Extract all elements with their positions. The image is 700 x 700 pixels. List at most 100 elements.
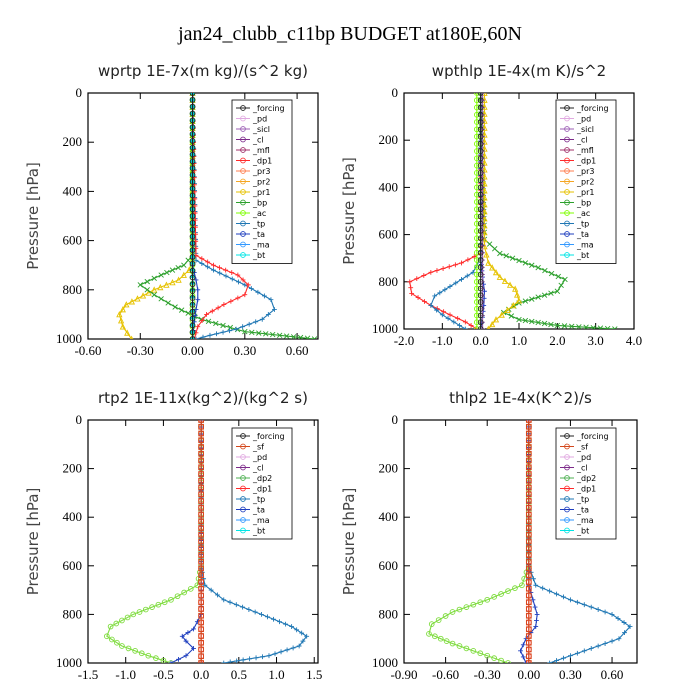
data-point xyxy=(229,276,235,282)
data-point xyxy=(123,301,130,308)
legend-label: _pd xyxy=(576,115,591,124)
data-point xyxy=(621,620,627,625)
data-point xyxy=(525,558,532,565)
data-point xyxy=(525,518,532,525)
data-point xyxy=(128,298,136,305)
data-point xyxy=(149,604,155,610)
data-point xyxy=(477,133,484,140)
data-point xyxy=(175,276,182,283)
data-point xyxy=(443,638,450,644)
legend-label: _dp1 xyxy=(252,485,272,494)
y-tick-label: 200 xyxy=(379,132,399,147)
data-point xyxy=(473,326,480,329)
data-point xyxy=(246,321,252,327)
legend-label: _bp xyxy=(576,199,591,208)
data-point xyxy=(199,256,205,262)
data-point xyxy=(200,334,206,339)
data-point xyxy=(259,316,265,322)
data-point xyxy=(483,251,490,258)
legend-label: _bt xyxy=(252,527,265,536)
legend-marker xyxy=(240,199,246,206)
y-tick-label: 800 xyxy=(379,274,399,289)
data-point xyxy=(525,619,532,626)
legend-marker xyxy=(564,454,570,460)
data-point xyxy=(189,336,196,339)
data-point xyxy=(189,117,196,124)
data-point xyxy=(191,626,196,632)
data-point xyxy=(185,630,191,636)
data-point xyxy=(208,587,214,593)
data-point xyxy=(189,308,196,315)
data-point xyxy=(548,270,555,277)
data-point xyxy=(627,624,633,629)
data-point xyxy=(199,261,205,266)
legend-marker xyxy=(564,178,570,185)
data-point xyxy=(473,148,480,154)
data-point xyxy=(189,240,196,247)
legend-marker xyxy=(240,220,246,227)
y-tick-label: 800 xyxy=(63,282,83,297)
data-point xyxy=(501,277,509,284)
data-point xyxy=(192,313,198,319)
data-point xyxy=(189,137,196,144)
data-point xyxy=(189,158,196,165)
data-point xyxy=(198,464,204,471)
data-point xyxy=(180,271,187,278)
legend-marker xyxy=(564,517,570,523)
data-point xyxy=(215,592,220,598)
data-point xyxy=(512,585,518,592)
legend-marker xyxy=(240,168,246,174)
data-point xyxy=(198,592,204,599)
data-point xyxy=(464,273,470,279)
data-point xyxy=(477,249,484,256)
data-point xyxy=(481,229,488,236)
data-point xyxy=(477,126,484,133)
legend-label: _forcing xyxy=(252,432,285,441)
legend-label: _sf xyxy=(576,443,588,452)
data-point xyxy=(304,633,310,639)
data-point xyxy=(114,639,120,646)
data-point xyxy=(181,262,187,268)
data-point xyxy=(117,317,125,324)
data-point xyxy=(583,324,589,329)
x-tick-label: -0.30 xyxy=(127,343,154,358)
data-point xyxy=(509,255,516,261)
data-point xyxy=(255,289,261,295)
legend-label: _ma xyxy=(576,241,594,250)
data-point xyxy=(535,294,541,300)
data-point xyxy=(193,307,199,312)
data-point xyxy=(198,430,204,437)
data-point xyxy=(456,606,463,613)
legend-marker xyxy=(240,157,246,164)
data-point xyxy=(263,331,269,337)
data-point xyxy=(473,235,480,242)
x-tick-label: 0.0 xyxy=(193,667,209,682)
x-tick-label: -0.30 xyxy=(474,667,501,682)
legend-marker xyxy=(564,433,570,439)
data-point xyxy=(449,609,456,615)
y-tick-label: 200 xyxy=(379,461,399,476)
data-point xyxy=(220,329,226,335)
data-point xyxy=(276,332,283,339)
data-point xyxy=(456,643,463,649)
data-point xyxy=(161,599,168,606)
data-point xyxy=(525,511,532,518)
data-point xyxy=(477,97,484,104)
data-point xyxy=(205,264,211,270)
data-point xyxy=(477,213,484,220)
data-point xyxy=(277,619,282,625)
data-point xyxy=(516,257,522,264)
data-point xyxy=(113,620,120,627)
data-point xyxy=(473,264,480,271)
data-point xyxy=(198,444,204,450)
data-point xyxy=(157,283,164,291)
legend-label: _forcing xyxy=(576,432,609,441)
data-point xyxy=(555,273,562,280)
y-tick-label: 1000 xyxy=(372,655,398,670)
data-point xyxy=(233,326,239,332)
series-group xyxy=(104,420,310,663)
data-point xyxy=(189,165,196,172)
data-point xyxy=(473,191,480,198)
data-point xyxy=(435,617,442,623)
data-point xyxy=(198,437,204,444)
